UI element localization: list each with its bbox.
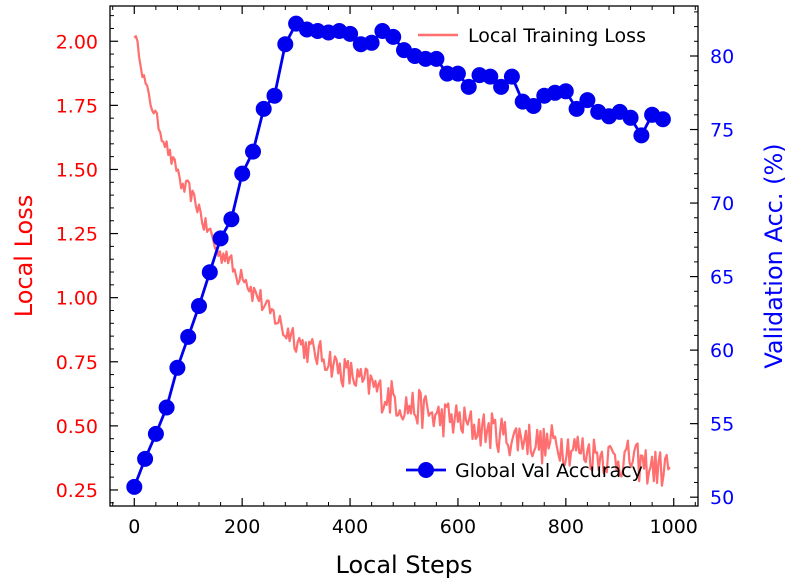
- accuracy-point: [234, 165, 251, 182]
- accuracy-point: [180, 328, 197, 345]
- accuracy-point: [158, 399, 175, 416]
- left-y-tick-label: 0.75: [56, 352, 98, 374]
- right-y-tick-label: 55: [710, 414, 734, 436]
- left-y-axis-label: Local Loss: [10, 195, 38, 317]
- accuracy-point: [428, 50, 445, 67]
- x-tick-label: 200: [224, 516, 260, 538]
- right-y-tick-label: 65: [710, 267, 734, 289]
- accuracy-point: [363, 34, 380, 51]
- accuracy-point: [342, 25, 359, 42]
- right-y-tick-label: 60: [710, 340, 734, 362]
- accuracy-point: [579, 92, 596, 109]
- legend-loss-label: Local Training Loss: [468, 25, 646, 47]
- left-y-tick-label: 1.75: [56, 95, 98, 117]
- accuracy-point: [245, 143, 261, 160]
- right-y-tick-label: 70: [710, 193, 734, 215]
- accuracy-point: [654, 111, 671, 128]
- legend-accuracy-marker: [418, 462, 434, 478]
- left-y-tick-label: 2.00: [56, 31, 98, 53]
- accuracy-point: [568, 100, 585, 117]
- accuracy-point: [201, 264, 218, 281]
- right-y-tick-label: 80: [710, 46, 734, 68]
- left-y-tick-label: 1.50: [56, 159, 98, 181]
- left-y-tick-label: 0.50: [56, 416, 98, 438]
- accuracy-point: [191, 298, 207, 314]
- accuracy-point: [277, 36, 294, 53]
- accuracy-point: [525, 98, 542, 114]
- accuracy-point: [223, 211, 240, 228]
- x-tick-label: 600: [440, 516, 476, 538]
- accuracy-point: [169, 359, 186, 376]
- right-y-tick-label: 75: [710, 120, 734, 142]
- accuracy-point: [385, 28, 402, 45]
- accuracy-markers: [126, 15, 671, 495]
- left-y-tick-label: 1.25: [56, 224, 98, 246]
- left-y-tick-label: 1.00: [56, 288, 98, 310]
- right-y-axis-label: Validation Acc. (%): [760, 143, 788, 368]
- plot-frame: [109, 5, 699, 507]
- accuracy-point: [557, 83, 574, 100]
- accuracy-point: [147, 425, 164, 442]
- right-y-tick-label: 50: [710, 487, 734, 509]
- accuracy-point: [449, 65, 466, 82]
- accuracy-point: [633, 127, 650, 144]
- accuracy-point: [126, 478, 143, 495]
- accuracy-point: [622, 109, 639, 126]
- x-tick-label: 800: [548, 516, 584, 538]
- left-y-tick-label: 0.25: [56, 480, 98, 502]
- accuracy-point: [212, 230, 229, 247]
- legend-accuracy-label: Global Val Accuracy: [455, 460, 643, 482]
- accuracy-point: [503, 68, 520, 85]
- x-axis-label: Local Steps: [336, 551, 473, 579]
- legend-accuracy: Global Val Accuracy: [406, 460, 643, 482]
- accuracy-point: [266, 87, 283, 104]
- plot-area: [126, 15, 671, 495]
- accuracy-point: [493, 78, 510, 95]
- accuracy-point: [460, 78, 477, 95]
- axis-ticks: [110, 6, 698, 506]
- tick-labels: 0 200 400 600 800 1000 0.25 0.50 0.75 1.00 1.25 1.5…: [56, 31, 735, 538]
- x-tick-label: 400: [332, 516, 368, 538]
- accuracy-point: [482, 68, 499, 85]
- x-tick-label: 0: [128, 516, 140, 538]
- x-tick-label: 1000: [650, 516, 698, 538]
- accuracy-point: [255, 100, 272, 117]
- series-line-local-training-loss: [133, 35, 671, 487]
- legend-loss: Local Training Loss: [418, 25, 646, 47]
- accuracy-point: [137, 450, 154, 467]
